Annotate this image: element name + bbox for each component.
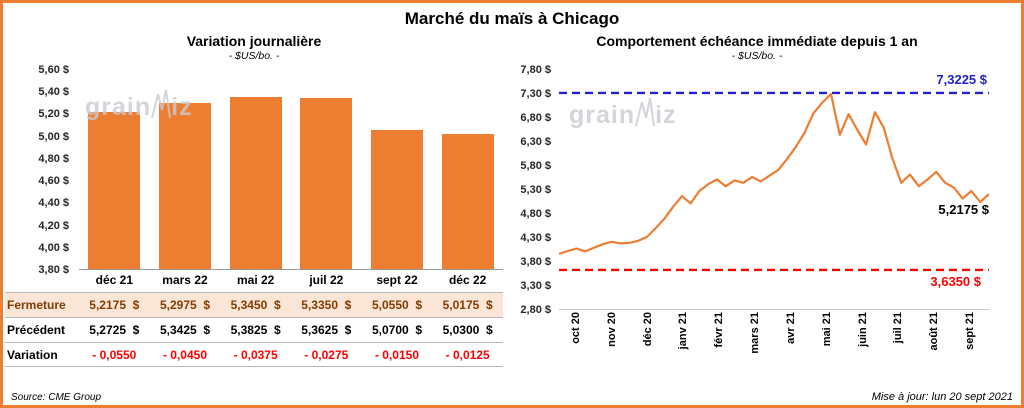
y-axis-tick-label: 5,60 $ xyxy=(38,64,69,76)
y-axis-tick-label: 7,30 $ xyxy=(520,88,551,100)
high-line-label: 7,3225 $ xyxy=(936,71,987,87)
y-axis-tick-label: 4,80 $ xyxy=(520,208,551,220)
row-label: Variation xyxy=(7,347,58,362)
x-axis-label: juil 21 xyxy=(892,312,905,344)
y-axis-tick-label: 3,30 $ xyxy=(520,280,551,292)
table-cell: - 0,0150 xyxy=(374,347,420,362)
x-axis-label: déc 20 xyxy=(641,312,654,347)
bar-sept-22 xyxy=(370,129,423,269)
y-axis-tick-label: 2,80 $ xyxy=(520,304,551,316)
category-label: mai 22 xyxy=(236,273,275,287)
y-axis-tick-label: 3,80 $ xyxy=(38,264,69,276)
table-cell: 5,0300 $ xyxy=(442,323,493,337)
y-axis-tick-label: 5,00 $ xyxy=(38,130,69,143)
x-axis-label: févr 21 xyxy=(713,312,726,348)
y-axis-tick-label: 5,80 $ xyxy=(520,160,551,172)
line-chart-plot-area: grain iz 7,3225 $3,6350 $5,2175 $ xyxy=(559,70,989,310)
table-cell: - 0,0450 xyxy=(162,347,208,362)
category-label: mars 22 xyxy=(162,273,208,287)
table-cell: - 0,0375 xyxy=(233,347,278,362)
bar-déc-21 xyxy=(88,111,141,269)
price-line-series xyxy=(559,92,989,255)
table-cell: 5,3350 $ xyxy=(301,298,352,312)
y-axis-tick-label: 6,80 $ xyxy=(520,112,551,124)
x-axis-label: nov 20 xyxy=(605,312,618,347)
x-axis-label: mai 21 xyxy=(820,312,833,347)
y-axis-tick-label: 4,60 $ xyxy=(38,175,69,188)
x-axis-label: mars 21 xyxy=(749,312,762,354)
table-cell: 5,3425 $ xyxy=(159,323,211,337)
line-chart: 7,80 $ 7,30 $ 6,80 $ 6,30 $ 5,80 $ 5,30 $ 4,80… xyxy=(503,64,1011,316)
y-axis-tick-label: 5,20 $ xyxy=(38,108,69,121)
x-axis-label: juin 21 xyxy=(856,312,869,347)
table-cell: - 0,0275 xyxy=(304,347,349,362)
y-axis-tick-label: 3,80 $ xyxy=(520,256,551,268)
line-chart-title: Comportement échéance immédiate depuis 1… xyxy=(596,33,918,49)
footer: Source: CME Group Mise à jour: lun 20 se… xyxy=(11,391,1013,403)
daily-variation-panel: Variation journalière - $US/bo. - 5,60 $… xyxy=(3,31,503,372)
bar-déc-22 xyxy=(441,133,494,269)
line-chart-svg xyxy=(559,91,989,272)
table-cell: 5,2725 $ xyxy=(89,323,140,337)
table-row-fermeture: Fermeture 5,2175 $ 5,2975 $ 5,3450 $ 5,3350 … xyxy=(5,292,503,317)
y-axis-tick-label: 4,80 $ xyxy=(38,152,69,165)
y-axis-tick-label: 6,30 $ xyxy=(520,136,551,148)
line-chart-x-axis: oct 20 nov 20 déc 20 janv 21 févr 21 mars 21 a… xyxy=(559,310,989,372)
table-row-precedent: Précédent 5,2725 $ 5,3425 $ 5,3825 $ 5,3625 … xyxy=(5,317,503,342)
y-axis-tick-label: 4,40 $ xyxy=(38,197,69,210)
page-title: Marché du maïs à Chicago xyxy=(404,9,620,28)
y-axis-tick-label: 4,20 $ xyxy=(38,219,69,232)
y-axis-tick-label: 5,40 $ xyxy=(38,86,69,99)
last-price-label: 5,2175 $ xyxy=(938,201,989,217)
bar-chart-plot-area: grain iz xyxy=(79,70,503,270)
line-chart-subtitle: - $US/bo. - xyxy=(731,50,783,62)
y-axis-tick-label: 4,30 $ xyxy=(520,232,551,244)
category-label: sept 22 xyxy=(376,273,418,287)
y-axis-tick-label: 4,00 $ xyxy=(38,241,69,254)
table-cell: 5,2175 $ xyxy=(89,298,140,312)
one-year-trend-panel: Comportement échéance immédiate depuis 1… xyxy=(503,31,1021,372)
bar-mai-22 xyxy=(229,97,282,269)
panels: Variation journalière - $US/bo. - 5,60 $… xyxy=(3,31,1021,372)
x-axis-label: août 21 xyxy=(928,312,941,351)
bar-chart: 5,60 $ 5,40 $ 5,20 $ 5,00 $ 4,80 $ 4,60 $ 4,40… xyxy=(5,64,503,276)
category-label: déc 21 xyxy=(95,273,133,287)
table-cell: - 0,0550 xyxy=(92,347,137,362)
row-label: Fermeture xyxy=(7,298,66,312)
bar-mars-22 xyxy=(158,102,211,269)
low-line-label: 3,6350 $ xyxy=(930,273,981,289)
y-axis-tick-label: 7,80 $ xyxy=(520,64,551,76)
x-axis-label: janv 21 xyxy=(677,312,690,350)
x-axis-label: sept 21 xyxy=(964,312,977,350)
table-row-variation: Variation - 0,0550 - 0,0450 - 0,0375 - 0,027… xyxy=(5,342,503,367)
bar-chart-subtitle: - $US/bo. - xyxy=(228,50,280,62)
y-axis-tick-label: 5,30 $ xyxy=(520,184,551,196)
bar-chart-x-axis: déc 21 mars 22 mai 22 juil 22 sept 22 déc 22 xyxy=(5,273,503,287)
table-cell: 5,3825 $ xyxy=(230,323,281,337)
table-cell: 5,3625 $ xyxy=(301,323,352,337)
x-axis-label: avr 21 xyxy=(784,312,797,344)
updated-note: Mise à jour: lun 20 sept 2021 xyxy=(871,391,1013,403)
x-axis-label: oct 20 xyxy=(569,312,582,344)
bar-juil-22 xyxy=(300,98,353,269)
bar-chart-y-axis: 5,60 $ 5,40 $ 5,20 $ 5,00 $ 4,80 $ 4,60 $ 4,40… xyxy=(5,64,79,276)
category-label: juil 22 xyxy=(309,273,344,287)
category-label: déc 22 xyxy=(448,273,487,287)
source-note: Source: CME Group xyxy=(11,392,102,403)
table-cell: 5,3450 $ xyxy=(230,298,281,312)
price-table: Fermeture 5,2175 $ 5,2975 $ 5,3450 $ 5,3350 … xyxy=(5,292,503,367)
table-cell: 5,0175 $ xyxy=(442,298,493,312)
row-label: Précédent xyxy=(7,323,66,337)
table-cell: 5,0700 $ xyxy=(371,323,423,337)
bar-chart-title: Variation journalière xyxy=(186,33,322,49)
table-cell: 5,0550 $ xyxy=(371,298,423,312)
line-chart-y-axis: 7,80 $ 7,30 $ 6,80 $ 6,30 $ 5,80 $ 5,30 $ 4,80… xyxy=(503,64,559,316)
table-cell: 5,2975 $ xyxy=(159,298,211,312)
table-cell: - 0,0125 xyxy=(445,347,490,362)
